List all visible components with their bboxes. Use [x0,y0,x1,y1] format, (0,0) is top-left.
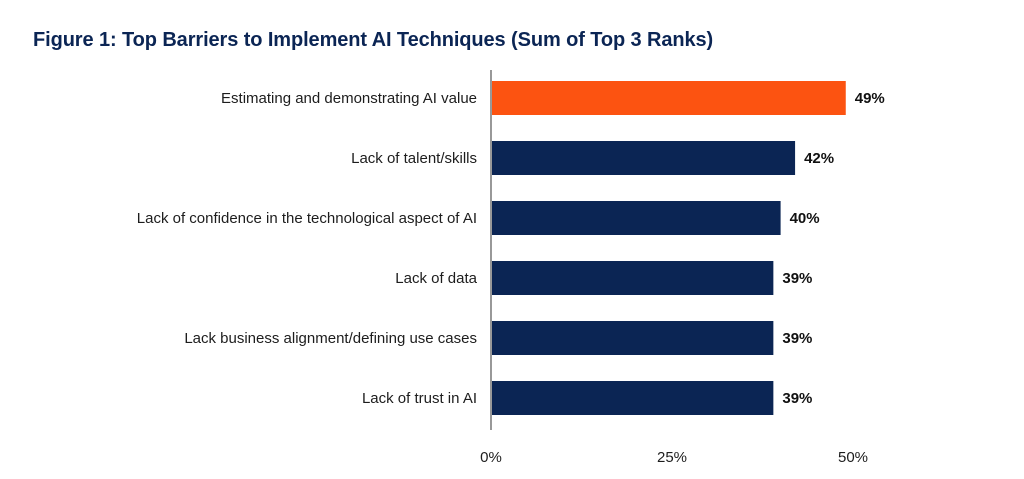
value-label-1: 42% [804,150,834,167]
category-label-1: Lack of talent/skills [351,150,477,167]
x-tick-label-1: 25% [657,449,687,466]
bar-1 [492,141,796,175]
x-tick-label-2: 50% [838,449,868,466]
value-label-4: 39% [782,330,812,347]
value-label-0: 49% [855,90,885,107]
category-label-3: Lack of data [395,270,477,287]
category-label-0: Estimating and demonstrating AI value [221,90,477,107]
bar-4 [492,321,774,355]
value-label-3: 39% [782,270,812,287]
bar-3 [492,261,774,295]
bar-5 [492,381,774,415]
x-tick-label-0: 0% [480,449,502,466]
bar-2 [492,201,781,235]
value-label-5: 39% [782,390,812,407]
value-label-2: 40% [790,210,820,227]
category-label-2: Lack of confidence in the technological … [137,210,477,227]
chart-title: Figure 1: Top Barriers to Implement AI T… [33,29,714,51]
category-label-4: Lack business alignment/defining use cas… [184,330,477,347]
bar-0 [492,81,846,115]
category-label-5: Lack of trust in AI [362,390,477,407]
